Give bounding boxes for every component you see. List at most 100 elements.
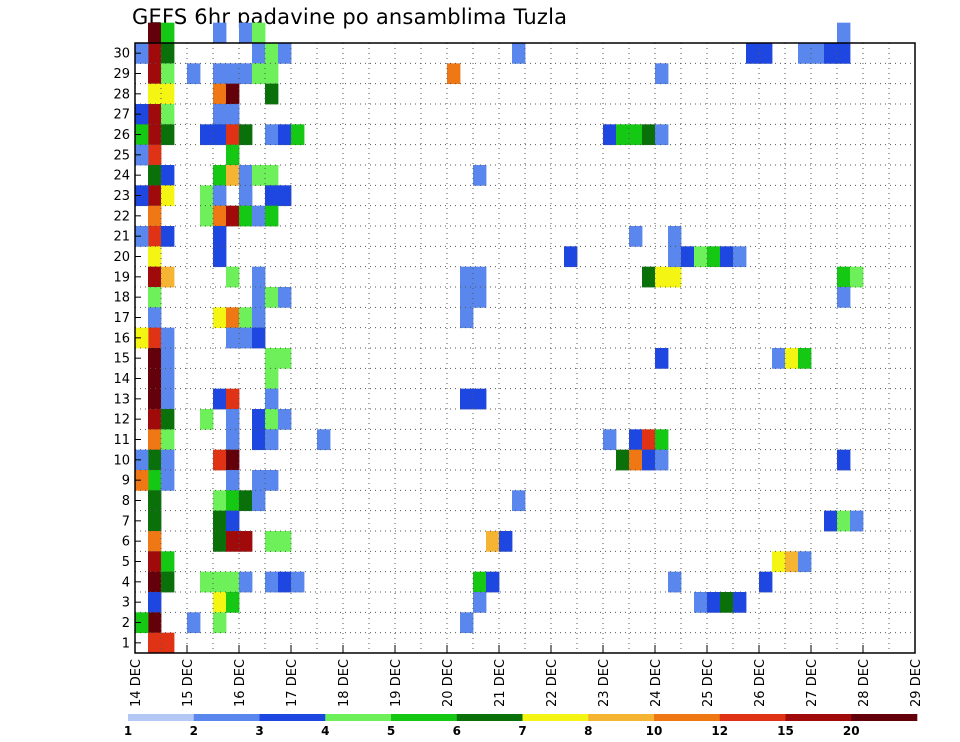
heatmap-cell (226, 531, 240, 552)
heatmap-cell (473, 287, 487, 308)
heatmap-cell (239, 571, 253, 593)
heatmap-cell (239, 22, 253, 44)
heatmap-cell (772, 551, 786, 573)
heatmap-cell (213, 490, 227, 512)
legend-swatch (193, 714, 260, 721)
heatmap-cell (473, 388, 487, 410)
heatmap-cell (460, 307, 474, 329)
y-tick-label: 3 (122, 596, 130, 611)
heatmap-cell (616, 449, 630, 471)
x-tick-label: 22 DEC (545, 659, 560, 707)
heatmap-cell (785, 348, 799, 369)
heatmap-cell (629, 226, 643, 247)
y-tick-label: 6 (122, 535, 130, 550)
heatmap-cell (148, 531, 162, 552)
x-tick-label: 25 DEC (701, 659, 716, 707)
heatmap-cell (668, 571, 682, 593)
heatmap-cell (135, 226, 149, 247)
heatmap-cell (161, 368, 175, 390)
heatmap-cell (187, 612, 201, 634)
heatmap-cells (135, 22, 864, 654)
heatmap-cell (629, 429, 643, 451)
heatmap-cell (265, 205, 279, 227)
legend-swatch (128, 714, 195, 721)
y-tick-label: 12 (113, 413, 130, 428)
legend-swatch (654, 714, 721, 721)
x-tick-label: 26 DEC (753, 659, 768, 707)
heatmap-cell (252, 470, 266, 491)
heatmap-cell (668, 226, 682, 247)
heatmap-cell (148, 632, 162, 654)
legend-swatch (522, 714, 589, 721)
legend-label: 4 (321, 724, 329, 738)
heatmap-cell (265, 124, 279, 146)
heatmap-cell (148, 22, 162, 44)
x-tick-label: 24 DEC (649, 659, 664, 707)
heatmap-cell (213, 246, 227, 268)
heatmap-cell (213, 510, 227, 532)
heatmap-cell (473, 592, 487, 613)
heatmap-cell (148, 266, 162, 288)
y-tick-label: 18 (113, 291, 130, 306)
heatmap-cell (161, 429, 175, 451)
heatmap-cell (252, 43, 266, 64)
heatmap-cell (798, 348, 812, 369)
heatmap-cell (148, 429, 162, 451)
heatmap-cell (135, 185, 149, 207)
heatmap-cell (161, 327, 175, 349)
heatmap-cell (187, 63, 201, 85)
y-tick-label: 16 (113, 331, 130, 346)
heatmap-cell (837, 287, 851, 308)
heatmap-cell (148, 327, 162, 349)
heatmap-cell (239, 165, 253, 186)
heatmap-cell (265, 429, 279, 451)
heatmap-cell (161, 449, 175, 471)
heatmap-cell (460, 266, 474, 288)
heatmap-cell (148, 124, 162, 146)
heatmap-cell (161, 388, 175, 410)
heatmap-cell (278, 124, 292, 146)
heatmap-cell (213, 612, 227, 634)
heatmap-cell (226, 510, 240, 532)
heatmap-cell (213, 531, 227, 552)
heatmap-cell (226, 63, 240, 85)
heatmap-cell (265, 409, 279, 430)
heatmap-cell (655, 429, 669, 451)
heatmap-cell (161, 124, 175, 146)
heatmap-cell (161, 63, 175, 85)
heatmap-cell (291, 124, 305, 146)
heatmap-cell (239, 63, 253, 85)
y-tick-label: 10 (113, 453, 130, 468)
legend-label: 6 (453, 724, 461, 738)
heatmap-cell (746, 43, 760, 64)
legend-swatch (719, 714, 786, 721)
heatmap-cell (265, 63, 279, 85)
heatmap-cell (265, 368, 279, 390)
heatmap-cell (629, 124, 643, 146)
x-tick-label: 17 DEC (285, 659, 300, 707)
y-tick-label: 27 (113, 108, 130, 123)
heatmap-cell (213, 307, 227, 329)
heatmap-cell (252, 307, 266, 329)
legend-label: 20 (843, 724, 860, 738)
heatmap-cell (239, 490, 253, 512)
legend-label: 15 (777, 724, 794, 738)
x-tick-label: 18 DEC (337, 659, 352, 707)
heatmap-cell (473, 266, 487, 288)
heatmap-cell (655, 348, 669, 369)
y-tick-label: 19 (113, 270, 130, 285)
heatmap-cell (213, 63, 227, 85)
x-tick-label: 27 DEC (805, 659, 820, 707)
heatmap-cell (668, 266, 682, 288)
x-tick-label: 19 DEC (389, 659, 404, 707)
heatmap-cell (837, 43, 851, 64)
y-tick-label: 15 (113, 352, 130, 367)
y-tick-label: 4 (122, 575, 130, 590)
heatmap-cell (213, 22, 227, 44)
plot-frame (134, 42, 916, 654)
heatmap-cell (824, 510, 838, 532)
heatmap-cell (213, 592, 227, 613)
heatmap-cell (148, 449, 162, 471)
heatmap-cell (252, 327, 266, 349)
